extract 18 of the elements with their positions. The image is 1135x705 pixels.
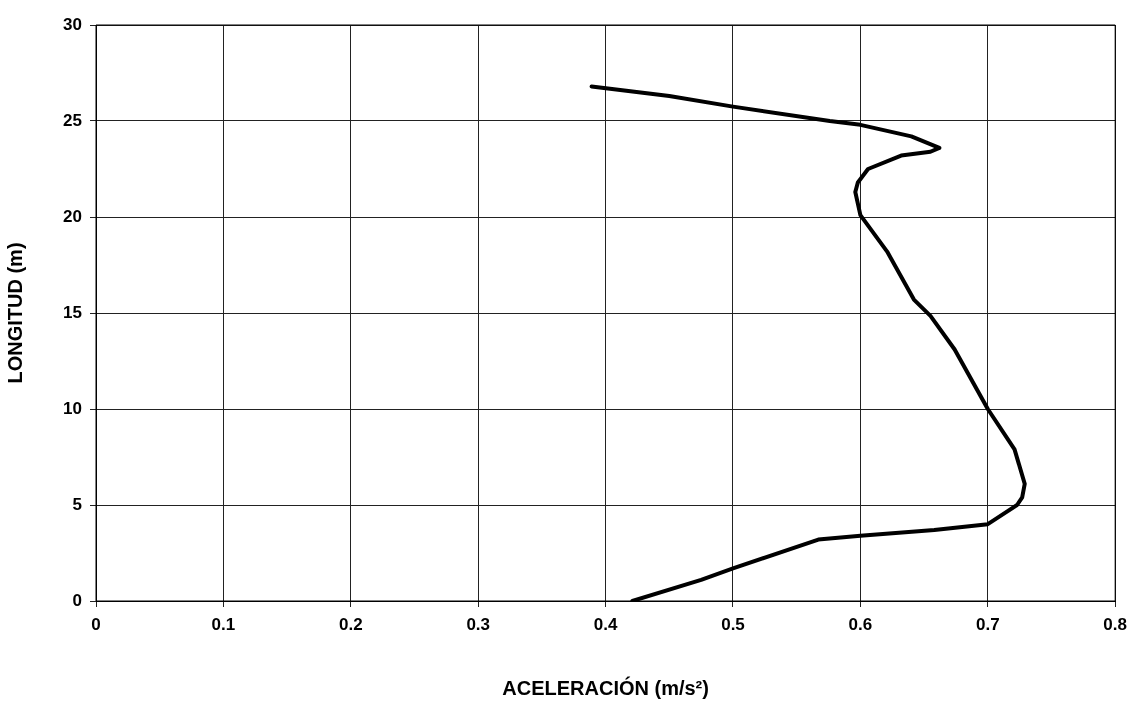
x-tick-label: 0 [91,614,101,634]
x-tick-label: 0.5 [721,614,745,634]
y-tick-label: 0 [72,590,82,610]
y-tick-label: 15 [63,302,82,322]
y-tick-label: 25 [63,110,82,130]
x-tick-label: 0.8 [1103,614,1127,634]
y-tick-label: 20 [63,206,82,226]
x-axis-title: ACELERACIÓN (m/s²) [502,675,709,699]
y-tick-label: 10 [63,398,82,418]
x-tick-label: 0.4 [593,614,618,634]
x-tick-label: 0.1 [211,614,236,634]
y-tick-label: 30 [63,14,82,34]
x-tick-label: 0.3 [466,614,491,634]
x-tick-label: 0.2 [338,614,363,634]
y-tick-label: 5 [72,494,82,514]
x-tick-label: 0.7 [975,614,1000,634]
x-tick-label: 0.6 [848,614,873,634]
y-axis-title: LONGITUD (m) [3,242,26,384]
